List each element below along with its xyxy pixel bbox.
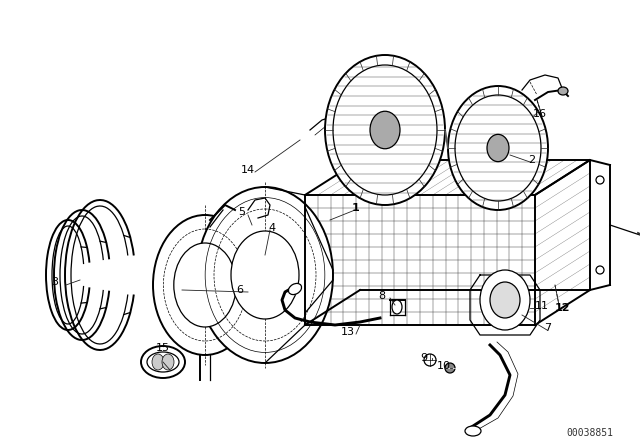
- Text: 1: 1: [352, 203, 360, 213]
- Ellipse shape: [231, 231, 299, 319]
- Ellipse shape: [333, 65, 437, 195]
- Ellipse shape: [152, 354, 164, 370]
- Ellipse shape: [174, 243, 236, 327]
- Ellipse shape: [596, 176, 604, 184]
- Text: 16: 16: [533, 109, 547, 119]
- Text: 13: 13: [341, 327, 355, 337]
- Text: 4: 4: [268, 223, 276, 233]
- Ellipse shape: [490, 282, 520, 318]
- Text: 00038851: 00038851: [566, 428, 614, 438]
- Ellipse shape: [197, 187, 333, 363]
- Text: 8: 8: [378, 291, 385, 301]
- Ellipse shape: [480, 270, 530, 330]
- Text: 2: 2: [529, 155, 536, 165]
- Text: 10: 10: [437, 361, 451, 371]
- Ellipse shape: [289, 284, 301, 295]
- Text: 5: 5: [239, 207, 246, 217]
- Text: 15: 15: [156, 343, 170, 353]
- Text: 12: 12: [554, 303, 570, 313]
- Text: 3: 3: [51, 277, 58, 287]
- Polygon shape: [305, 195, 535, 325]
- Text: 6: 6: [237, 285, 243, 295]
- Ellipse shape: [487, 134, 509, 162]
- Ellipse shape: [141, 346, 185, 378]
- Ellipse shape: [596, 266, 604, 274]
- Ellipse shape: [325, 55, 445, 205]
- Ellipse shape: [370, 111, 400, 149]
- Text: 14: 14: [241, 165, 255, 175]
- Polygon shape: [535, 160, 590, 325]
- Ellipse shape: [153, 215, 257, 355]
- Ellipse shape: [147, 352, 179, 372]
- Text: 11: 11: [535, 301, 549, 311]
- Text: 7: 7: [545, 323, 552, 333]
- Ellipse shape: [448, 86, 548, 210]
- Ellipse shape: [445, 363, 455, 373]
- Text: 9: 9: [420, 353, 428, 363]
- Ellipse shape: [558, 87, 568, 95]
- Ellipse shape: [392, 300, 402, 314]
- Ellipse shape: [424, 354, 436, 366]
- Ellipse shape: [162, 354, 174, 370]
- Ellipse shape: [465, 426, 481, 436]
- Polygon shape: [305, 160, 590, 195]
- Ellipse shape: [455, 95, 541, 201]
